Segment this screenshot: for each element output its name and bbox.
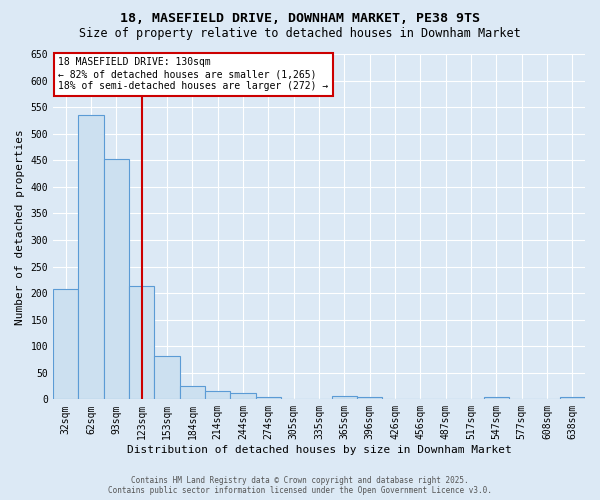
Bar [256, 396, 281, 400]
Bar [53, 290, 79, 400]
Text: Size of property relative to detached houses in Downham Market: Size of property relative to detached ho… [79, 28, 521, 40]
Text: 18, MASEFIELD DRIVE, DOWNHAM MARKET, PE38 9TS: 18, MASEFIELD DRIVE, DOWNHAM MARKET, PE3… [120, 12, 480, 26]
Text: 18 MASEFIELD DRIVE: 130sqm
← 82% of detached houses are smaller (1,265)
18% of s: 18 MASEFIELD DRIVE: 130sqm ← 82% of deta… [58, 58, 329, 90]
Y-axis label: Number of detached properties: Number of detached properties [15, 129, 25, 324]
Bar [129, 286, 154, 400]
Bar [484, 397, 509, 400]
Bar [357, 397, 382, 400]
Text: Contains HM Land Registry data © Crown copyright and database right 2025.
Contai: Contains HM Land Registry data © Crown c… [108, 476, 492, 495]
Bar [179, 386, 205, 400]
Bar [230, 393, 256, 400]
Bar [332, 396, 357, 400]
Bar [104, 158, 129, 400]
Bar [281, 399, 307, 400]
Bar [560, 396, 585, 400]
Bar [79, 115, 104, 400]
Bar [154, 356, 179, 400]
Bar [307, 399, 332, 400]
Bar [205, 392, 230, 400]
X-axis label: Distribution of detached houses by size in Downham Market: Distribution of detached houses by size … [127, 445, 511, 455]
